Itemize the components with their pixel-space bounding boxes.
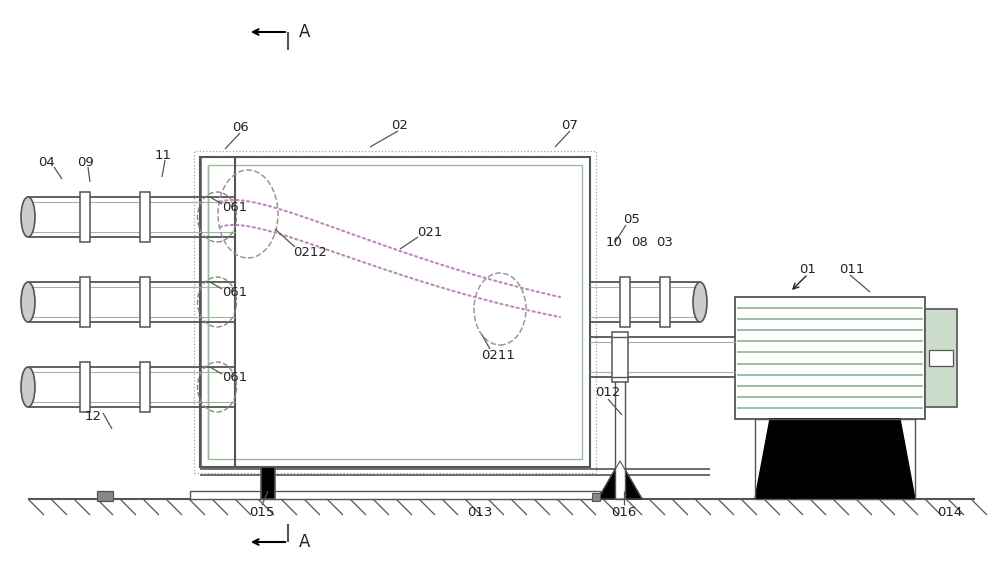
Bar xyxy=(615,377,625,499)
Text: 0212: 0212 xyxy=(293,245,327,258)
Text: 03: 03 xyxy=(657,235,673,248)
Text: 01: 01 xyxy=(800,262,816,275)
Text: 06: 06 xyxy=(232,120,248,133)
Bar xyxy=(612,332,628,382)
Ellipse shape xyxy=(21,367,35,407)
Bar xyxy=(208,165,582,459)
Text: 11: 11 xyxy=(155,149,172,161)
Bar xyxy=(660,277,670,327)
Bar xyxy=(735,297,925,419)
Text: 07: 07 xyxy=(562,119,578,131)
Text: 012: 012 xyxy=(595,386,621,399)
Text: A: A xyxy=(299,23,311,41)
Bar xyxy=(925,309,957,407)
Bar xyxy=(140,362,150,412)
Bar xyxy=(200,157,590,467)
Bar xyxy=(80,277,90,327)
Bar xyxy=(80,362,90,412)
Text: 015: 015 xyxy=(249,507,275,519)
Ellipse shape xyxy=(21,282,35,322)
Text: 05: 05 xyxy=(624,212,640,225)
Polygon shape xyxy=(598,461,642,499)
Text: 02: 02 xyxy=(392,119,408,131)
Polygon shape xyxy=(755,419,915,499)
Text: 014: 014 xyxy=(937,507,963,519)
Bar xyxy=(80,192,90,242)
Bar xyxy=(592,493,600,501)
Text: 016: 016 xyxy=(611,507,637,519)
Bar xyxy=(194,151,596,473)
Text: 0211: 0211 xyxy=(481,349,515,362)
Ellipse shape xyxy=(693,282,707,322)
Text: 10: 10 xyxy=(606,235,622,248)
Bar xyxy=(261,467,275,499)
Text: 021: 021 xyxy=(417,225,443,238)
Text: 011: 011 xyxy=(839,262,865,275)
Ellipse shape xyxy=(21,197,35,237)
Text: A: A xyxy=(299,533,311,551)
Text: 013: 013 xyxy=(467,507,493,519)
Text: 061: 061 xyxy=(222,370,248,383)
Text: 061: 061 xyxy=(222,285,248,299)
Text: 08: 08 xyxy=(632,235,648,248)
Bar xyxy=(140,277,150,327)
Text: 09: 09 xyxy=(77,156,93,168)
Bar xyxy=(620,277,630,327)
Bar xyxy=(140,192,150,242)
Text: 061: 061 xyxy=(222,201,248,214)
Bar xyxy=(97,491,113,501)
Text: 12: 12 xyxy=(85,410,102,423)
Text: 04: 04 xyxy=(38,156,54,168)
Bar xyxy=(929,350,953,366)
Bar xyxy=(755,419,915,499)
Bar xyxy=(190,491,600,499)
